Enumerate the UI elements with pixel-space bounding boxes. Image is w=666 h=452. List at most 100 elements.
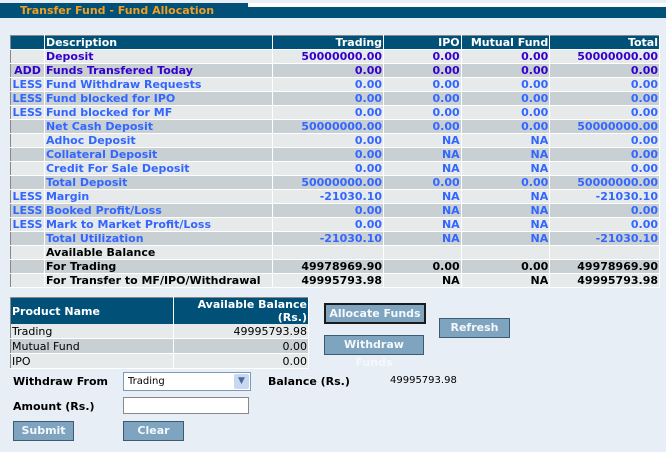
table-row: Total Deposit 50000000.00 0.00 0.00 50000000… bbox=[10, 175, 660, 190]
row-value: NA bbox=[383, 133, 462, 148]
row-value: 0.00 bbox=[272, 217, 385, 232]
row-value: 0.00 bbox=[549, 77, 660, 92]
row-value: NA bbox=[461, 203, 551, 218]
row-description: Funds Transfered Today bbox=[44, 63, 274, 78]
withdraw-from-value: Trading bbox=[128, 376, 165, 387]
withdraw-funds-button[interactable]: Withdraw Funds bbox=[324, 335, 424, 369]
row-value: 0.00 bbox=[272, 147, 385, 162]
row-description: For Trading bbox=[44, 259, 274, 274]
row-value: 50000000.00 bbox=[549, 49, 660, 64]
column-header: Mutual Fund bbox=[461, 35, 551, 50]
table-row: ADD Funds Transfered Today 0.00 0.00 0.00 0.0… bbox=[10, 63, 660, 78]
row-value: 0.00 bbox=[549, 133, 660, 148]
column-header: IPO bbox=[383, 35, 462, 50]
withdraw-from-select[interactable]: Trading ▼ bbox=[123, 372, 251, 391]
row-value: 0.00 bbox=[549, 161, 660, 176]
row-value: 49995793.98 bbox=[549, 273, 660, 288]
row-value: 50000000.00 bbox=[272, 119, 385, 134]
table-row: LESS Fund blocked for IPO 0.00 0.00 0.00 0.00 bbox=[10, 91, 660, 106]
row-value: 0.00 bbox=[461, 175, 551, 190]
row-value: NA bbox=[383, 273, 462, 288]
row-value: 0.00 bbox=[383, 119, 462, 134]
row-value: 50000000.00 bbox=[549, 119, 660, 134]
table-row: LESS Fund Withdraw Requests 0.00 0.00 0.00 0.… bbox=[10, 77, 660, 92]
row-prefix: LESS bbox=[10, 203, 45, 218]
row-prefix bbox=[10, 49, 45, 64]
row-value: 0.00 bbox=[383, 91, 462, 106]
row-value: 0.00 bbox=[549, 217, 660, 232]
row-value: 0.00 bbox=[272, 77, 385, 92]
clear-button[interactable]: Clear bbox=[123, 421, 184, 441]
product-row: Trading 49995793.98 bbox=[10, 324, 309, 339]
row-description: Fund blocked for IPO bbox=[44, 91, 274, 106]
row-value: 0.00 bbox=[272, 161, 385, 176]
col-available-balance: Available Balance (Rs.) bbox=[173, 297, 309, 324]
row-value bbox=[272, 245, 385, 260]
row-prefix: LESS bbox=[10, 105, 45, 120]
row-value: 49978969.90 bbox=[549, 259, 660, 274]
row-value: 0.00 bbox=[272, 133, 385, 148]
row-prefix: LESS bbox=[10, 77, 45, 92]
page-title: Transfer Fund - Fund Allocation bbox=[20, 4, 215, 17]
row-value: NA bbox=[383, 189, 462, 204]
table-row: Adhoc Deposit 0.00 NA NA 0.00 bbox=[10, 133, 660, 148]
amount-label: Amount (Rs.) bbox=[13, 400, 95, 413]
product-name: IPO bbox=[10, 353, 174, 369]
row-value: 0.00 bbox=[549, 147, 660, 162]
row-description: Margin bbox=[44, 189, 274, 204]
row-value: 0.00 bbox=[461, 105, 551, 120]
withdraw-from-label: Withdraw From bbox=[13, 375, 108, 388]
row-value: 49978969.90 bbox=[272, 259, 385, 274]
row-value: 50000000.00 bbox=[272, 49, 385, 64]
submit-button[interactable]: Submit bbox=[13, 421, 74, 441]
row-value: 49995793.98 bbox=[272, 273, 385, 288]
row-value: 0.00 bbox=[549, 91, 660, 106]
chevron-down-icon[interactable]: ▼ bbox=[234, 374, 249, 389]
row-prefix bbox=[10, 259, 45, 274]
row-description: Total Deposit bbox=[44, 175, 274, 190]
row-value: -21030.10 bbox=[272, 231, 385, 246]
balance-value: 49995793.98 bbox=[390, 375, 457, 386]
row-value: 50000000.00 bbox=[272, 175, 385, 190]
table-row: LESS Fund blocked for MF 0.00 0.00 0.00 0.00 bbox=[10, 105, 660, 120]
row-value: NA bbox=[461, 273, 551, 288]
allocate-funds-button[interactable]: Allocate Funds bbox=[324, 303, 426, 324]
row-value: NA bbox=[461, 147, 551, 162]
product-balance-table: Product Name Available Balance (Rs.) Trad… bbox=[10, 297, 309, 369]
refresh-button[interactable]: Refresh bbox=[439, 318, 510, 338]
product-balance: 0.00 bbox=[173, 338, 309, 354]
row-value: NA bbox=[383, 231, 462, 246]
row-value: -21030.10 bbox=[549, 189, 660, 204]
row-description: Booked Profit/Loss bbox=[44, 203, 274, 218]
row-value: NA bbox=[461, 231, 551, 246]
table-row: Collateral Deposit 0.00 NA NA 0.00 bbox=[10, 147, 660, 162]
row-value: 0.00 bbox=[461, 77, 551, 92]
row-prefix bbox=[10, 161, 45, 176]
row-value: 0.00 bbox=[383, 77, 462, 92]
row-prefix: LESS bbox=[10, 217, 45, 232]
row-description: Adhoc Deposit bbox=[44, 133, 274, 148]
balance-label: Balance (Rs.) bbox=[268, 375, 350, 388]
row-value: NA bbox=[461, 189, 551, 204]
row-description: For Transfer to MF/IPO/Withdrawal bbox=[44, 273, 274, 288]
row-prefix bbox=[10, 133, 45, 148]
amount-input[interactable] bbox=[123, 397, 249, 414]
row-value: 0.00 bbox=[272, 105, 385, 120]
row-value: 0.00 bbox=[461, 259, 551, 274]
row-prefix bbox=[10, 147, 45, 162]
row-prefix: ADD bbox=[10, 63, 45, 78]
row-value: 0.00 bbox=[383, 259, 462, 274]
row-prefix: LESS bbox=[10, 189, 45, 204]
row-prefix bbox=[10, 245, 45, 260]
row-value: 0.00 bbox=[549, 203, 660, 218]
row-value: 0.00 bbox=[383, 175, 462, 190]
row-value: 0.00 bbox=[272, 63, 385, 78]
fund-allocation-table: Description Trading IPO Mutual Fund Total Dep… bbox=[10, 35, 660, 288]
table-row: LESS Mark to Market Profit/Loss 0.00 NA NA 0.… bbox=[10, 217, 660, 232]
row-value: 0.00 bbox=[272, 91, 385, 106]
row-prefix bbox=[10, 119, 45, 134]
table-row: Net Cash Deposit 50000000.00 0.00 0.00 50000… bbox=[10, 119, 660, 134]
table-row: LESS Booked Profit/Loss 0.00 NA NA 0.00 bbox=[10, 203, 660, 218]
row-value: 0.00 bbox=[461, 63, 551, 78]
table-row: LESS Margin -21030.10 NA NA -21030.10 bbox=[10, 189, 660, 204]
